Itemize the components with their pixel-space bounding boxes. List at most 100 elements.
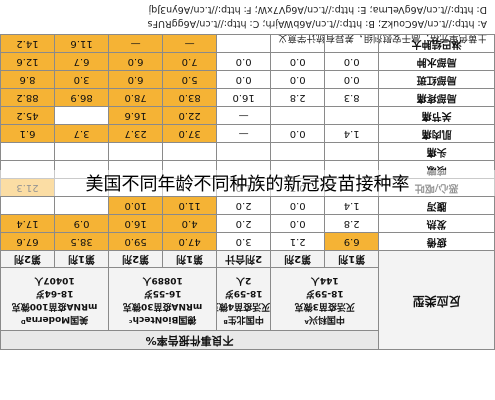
table-cell: 8.3 bbox=[324, 88, 379, 107]
table-cell: 0.0 bbox=[270, 196, 325, 215]
table-row: 发热 2.8 0.0 2.0 4.0 16.0 0.9 17.4 bbox=[0, 214, 495, 233]
table-cell: 5.0 bbox=[162, 70, 217, 89]
vaccine-header-line: mRNA疫苗30微克 bbox=[122, 301, 203, 311]
table-cell: 17.4 bbox=[0, 214, 55, 233]
vaccine-header-line: 2人 bbox=[236, 275, 252, 285]
table-cell: 23.7 bbox=[108, 124, 163, 143]
table-cell: 0.0 bbox=[324, 52, 379, 71]
vaccine-header-line: 18-59岁 bbox=[305, 288, 344, 298]
vaccine-header-line: 美国Modernaᴰ bbox=[20, 314, 89, 324]
vaccine-header: 德国BioNtechᶜ mRNA疫苗30微克 16-55岁 10889人 bbox=[108, 267, 217, 331]
dose-header: 第1剂 bbox=[162, 250, 217, 268]
overlay-title: 美国不同年龄不同种族的新冠疫苗接种率 bbox=[0, 170, 495, 196]
table-cell: 12.6 bbox=[0, 52, 55, 71]
table-cell: 8.6 bbox=[0, 70, 55, 89]
table-cell: 37.0 bbox=[162, 124, 217, 143]
table-row: 局部疼痛 8.3 2.8 16.0 83.0 78.0 86.9 88.2 bbox=[0, 88, 495, 107]
vaccine-header-line: 18-59岁 bbox=[224, 288, 263, 298]
table-cell: — bbox=[216, 106, 271, 125]
table-cell bbox=[54, 142, 109, 161]
vaccine-header-line: 18-64岁 bbox=[35, 288, 74, 298]
vaccine-header: 中国科兴ᴬ 灭活疫苗3微克 18-59岁 144人 bbox=[270, 267, 379, 331]
table-cell: 6.9 bbox=[324, 232, 379, 251]
table-cell: 67.6 bbox=[0, 232, 55, 251]
table-cell: 16.0 bbox=[216, 88, 271, 107]
table-cell: 3.0 bbox=[54, 70, 109, 89]
table-cell: 6.1 bbox=[0, 124, 55, 143]
table-cell: 0.0 bbox=[216, 52, 271, 71]
vaccine-header-line: 灭活疫苗3微克 bbox=[294, 301, 355, 311]
table-cell bbox=[324, 106, 379, 125]
table-cell: 83.0 bbox=[162, 88, 217, 107]
table-cell bbox=[216, 34, 271, 53]
row-label: 局部疼痛 bbox=[378, 88, 495, 107]
table-cell bbox=[270, 34, 325, 53]
table-cell: 7.0 bbox=[162, 52, 217, 71]
footnote-line: D: http://t.cn/A6gVeLma; E: http://t.cn/… bbox=[148, 4, 487, 15]
vaccine-header-line: 中国科兴ᴬ bbox=[304, 314, 345, 324]
vaccine-header-line: 灭活疫苗4微克 bbox=[217, 301, 271, 311]
table-cell: 11.0 bbox=[162, 196, 217, 215]
table-cell: 0.0 bbox=[270, 124, 325, 143]
table-cell: 88.2 bbox=[0, 88, 55, 107]
table-cell: 10.0 bbox=[108, 196, 163, 215]
table-cell: 6.7 bbox=[54, 52, 109, 71]
table-cell: 47.0 bbox=[162, 232, 217, 251]
table-row: 腹泻 1.4 0.0 2.0 11.0 10.0 bbox=[0, 196, 495, 215]
table-row: 局部红斑 0.0 0.0 0.0 5.0 6.0 3.0 8.6 bbox=[0, 70, 495, 89]
table-cell: 1.4 bbox=[324, 124, 379, 143]
table-cell: 0.0 bbox=[270, 52, 325, 71]
table-cell bbox=[324, 142, 379, 161]
table-cell bbox=[162, 142, 217, 161]
table-row: 关节痛 —22.0 16.6 45.2 bbox=[0, 106, 495, 125]
dose-header: 第1剂 bbox=[324, 250, 379, 268]
table-cell bbox=[54, 196, 109, 215]
footnote-line: A: http://t.cn/A6CoukZ; B: http://t.cn/A… bbox=[147, 18, 487, 29]
row-label: 局部水肿 bbox=[378, 52, 495, 71]
table-cell: 0.0 bbox=[216, 70, 271, 89]
table-cell: 2.0 bbox=[216, 196, 271, 215]
row-label: 肌肉痛 bbox=[378, 124, 495, 143]
vaccine-header-line: 10407人 bbox=[34, 275, 75, 285]
dose-header: 第2剂 bbox=[108, 250, 163, 268]
table-row: 疲倦 6.9 2.1 3.0 47.0 59.0 38.5 67.6 bbox=[0, 232, 495, 251]
table-cell: 16.0 bbox=[108, 214, 163, 233]
table-cell: 59.0 bbox=[108, 232, 163, 251]
table-cell: — bbox=[162, 34, 217, 53]
table-row: 肌肉痛 1.4 0.0—37.0 23.7 3.7 6.1 bbox=[0, 124, 495, 143]
table-cell: 0.0 bbox=[324, 70, 379, 89]
table-cell: 3.0 bbox=[216, 232, 271, 251]
type-header: 反应类型 bbox=[378, 250, 495, 350]
vaccine-header-line: 德国BioNtechᶜ bbox=[128, 314, 197, 324]
row-label: 局部红斑 bbox=[378, 70, 495, 89]
table-row: 头痛 bbox=[0, 142, 495, 161]
row-label: 淋巴结肿大 bbox=[378, 34, 495, 53]
table-cell bbox=[0, 142, 55, 161]
vaccine-header-line: mRNA疫苗100微克 bbox=[11, 301, 98, 311]
row-label: 关节痛 bbox=[378, 106, 495, 125]
vaccine-header-line: 中国北生ᴮ bbox=[223, 314, 264, 324]
table-cell: 6.0 bbox=[108, 52, 163, 71]
table-cell: 16.6 bbox=[108, 106, 163, 125]
row-label: 疲倦 bbox=[378, 232, 495, 251]
dose-header: 第2剂 bbox=[0, 250, 55, 268]
table-cell: 22.0 bbox=[162, 106, 217, 125]
vaccine-header-line: 144人 bbox=[310, 275, 339, 285]
table-cell: 0.0 bbox=[270, 214, 325, 233]
table-cell bbox=[54, 106, 109, 125]
table-cell bbox=[270, 142, 325, 161]
group-header: 不良事件报告率% bbox=[0, 330, 379, 350]
table-cell: 6.0 bbox=[108, 70, 163, 89]
table-cell: 1.4 bbox=[324, 196, 379, 215]
table-cell: 45.2 bbox=[0, 106, 55, 125]
table-cell bbox=[324, 34, 379, 53]
table-cell: 2.1 bbox=[270, 232, 325, 251]
table-cell: 14.2 bbox=[0, 34, 55, 53]
table-cell: 2.8 bbox=[270, 88, 325, 107]
table-cell: 3.7 bbox=[54, 124, 109, 143]
row-label: 头痛 bbox=[378, 142, 495, 161]
table-cell: 4.0 bbox=[162, 214, 217, 233]
table-cell: 38.5 bbox=[54, 232, 109, 251]
